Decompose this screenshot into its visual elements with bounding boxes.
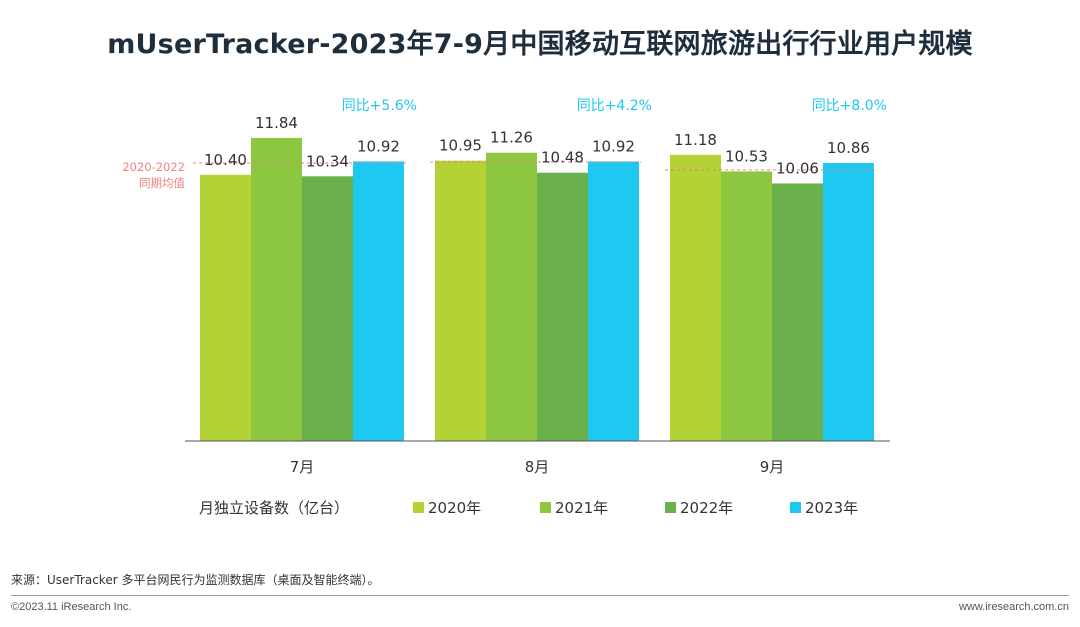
value-label: 10.34: [306, 152, 349, 170]
average-lines-layer: 2020-2022 同期均值: [122, 160, 876, 190]
website-link[interactable]: www.iresearch.com.cn: [958, 601, 1069, 613]
legend-label: 2021年: [555, 499, 608, 517]
value-label: 10.48: [541, 149, 584, 167]
value-label: 10.40: [204, 151, 247, 169]
legend-label: 2023年: [805, 499, 858, 517]
footer-divider: [11, 595, 1069, 596]
legend: 月独立设备数（亿台） 2020年 2021年 2022年 2023年: [199, 499, 858, 517]
bar-2-2: [486, 152, 537, 441]
value-label: 10.95: [439, 137, 482, 155]
value-label: 11.26: [490, 129, 533, 147]
legend-swatch: [665, 502, 676, 513]
average-label: 同期均值: [139, 176, 185, 190]
bar-2-3: [537, 172, 588, 441]
value-label: 11.18: [674, 131, 717, 149]
value-label: 10.92: [592, 137, 635, 155]
bar-3-4: [823, 162, 874, 441]
value-label: 10.06: [776, 159, 819, 177]
y-axis-label: 月独立设备数（亿台）: [199, 499, 349, 517]
value-label: 11.84: [255, 114, 298, 132]
bars-layer: [200, 137, 874, 442]
value-label: 10.86: [827, 139, 870, 157]
category-labels-layer: 7月 8月 9月: [290, 458, 785, 476]
legend-label: 2022年: [680, 499, 733, 517]
legend-swatch: [540, 502, 551, 513]
yoy-label: 同比+8.0%: [812, 98, 887, 114]
legend-label: 2020年: [428, 499, 481, 517]
legend-swatch: [413, 502, 424, 513]
average-label: 2020-2022: [122, 160, 185, 174]
bar-1-2: [251, 137, 302, 441]
bar-2-1: [435, 160, 486, 441]
bar-chart: 2020-2022 同期均值 10.40 11.84 10.34 10.92 同比+5.6…: [122, 98, 890, 517]
bar-2-4: [588, 161, 639, 441]
bar-1-4: [353, 161, 404, 441]
copyright: ©2023.11 iResearch Inc.: [11, 601, 132, 613]
source-note: 来源：UserTracker 多平台网民行为监测数据库（桌面及智能终端）。: [11, 573, 380, 587]
category-label: 9月: [760, 458, 785, 476]
value-labels-layer: 10.40 11.84 10.34 10.92 同比+5.6% 10.95 11.26 10.…: [204, 98, 887, 177]
bar-3-1: [670, 154, 721, 442]
yoy-label: 同比+4.2%: [577, 98, 652, 114]
bar-1-1: [200, 174, 251, 441]
bar-3-3: [772, 183, 823, 442]
bar-1-3: [302, 176, 353, 441]
yoy-label: 同比+5.6%: [342, 98, 417, 114]
category-label: 8月: [525, 458, 550, 476]
value-label: 10.53: [725, 147, 768, 165]
legend-swatch: [790, 502, 801, 513]
bar-3-2: [721, 171, 772, 441]
category-label: 7月: [290, 458, 315, 476]
page-title: mUserTracker-2023年7-9月中国移动互联网旅游出行行业用户规模: [107, 29, 973, 60]
value-label: 10.92: [357, 137, 400, 155]
